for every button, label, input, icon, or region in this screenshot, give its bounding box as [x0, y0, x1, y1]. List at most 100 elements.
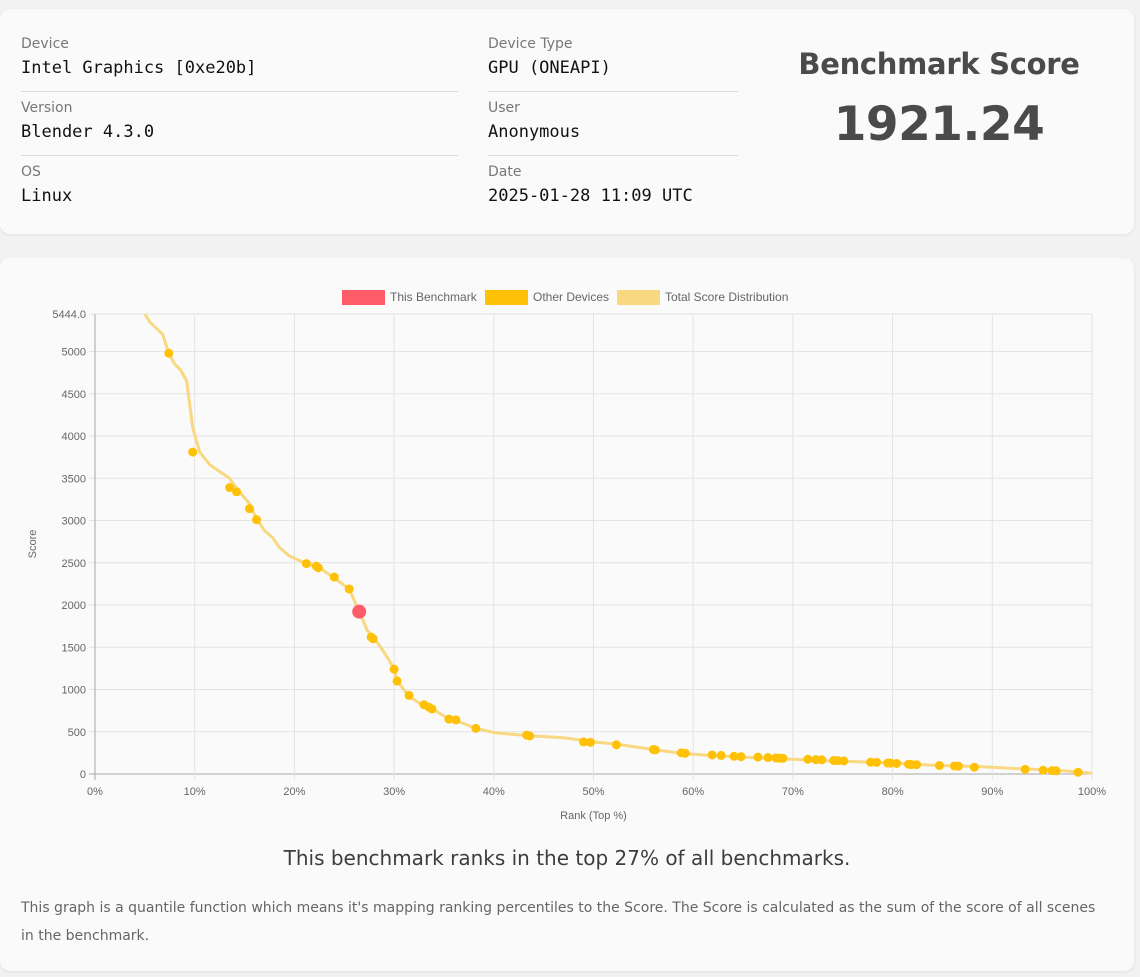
this-benchmark-point	[352, 604, 367, 619]
x-tick-label: 60%	[682, 786, 704, 798]
x-tick-label: 0%	[87, 786, 103, 798]
y-tick-label: 4500	[62, 389, 86, 401]
legend-swatch	[485, 290, 528, 305]
user-value: Anonymous	[488, 122, 581, 142]
other-device-point	[392, 676, 402, 686]
os-label: OS	[21, 164, 41, 180]
date-label: Date	[488, 164, 522, 180]
score-distribution-card: 0 500 1000 1500 2000 2500 3000 3500 4000 4500 5000…	[0, 258, 1134, 971]
other-device-point	[245, 504, 255, 514]
y-tick-label: 2000	[62, 600, 86, 612]
device-field: Device Intel Graphics [0xe20b]	[21, 35, 256, 79]
other-device-point	[803, 754, 813, 764]
x-tick-label: 10%	[184, 786, 206, 798]
date-value: 2025-01-28 11:09 UTC	[488, 186, 693, 206]
other-device-point	[164, 348, 174, 358]
other-device-point	[444, 714, 454, 724]
chart-explanation: This graph is a quantile function which …	[21, 900, 1096, 944]
other-device-point	[912, 760, 922, 770]
rank-summary: This benchmark ranks in the top 27% of a…	[283, 846, 851, 870]
y-tick-label: 4000	[62, 431, 86, 443]
other-device-point	[451, 715, 461, 725]
other-device-point	[427, 704, 437, 714]
x-tick-label: 30%	[383, 786, 405, 798]
other-device-point	[817, 755, 827, 765]
other-device-point	[763, 753, 773, 763]
y-tick-label: 3000	[62, 516, 86, 528]
divider	[21, 91, 458, 92]
divider	[21, 155, 458, 156]
y-axis-title: Score	[27, 530, 39, 559]
other-device-point	[525, 731, 535, 741]
other-device-point	[252, 515, 262, 525]
y-tick-label: 3500	[62, 473, 86, 485]
other-device-point	[1038, 765, 1048, 775]
version-field: Version Blender 4.3.0	[21, 99, 154, 143]
device-type-field: Device Type GPU (ONEAPI)	[488, 35, 611, 79]
other-device-point	[892, 758, 902, 768]
x-tick-label: 20%	[283, 786, 305, 798]
user-field: User Anonymous	[488, 99, 580, 143]
other-device-point	[225, 483, 235, 493]
legend-swatch	[342, 290, 385, 305]
other-device-point	[471, 723, 481, 733]
other-device-point	[329, 572, 339, 582]
date-field: Date 2025-01-28 11:09 UTC	[488, 163, 693, 207]
x-tick-label: 90%	[981, 786, 1003, 798]
other-device-point	[934, 761, 944, 771]
device-type-label: Device Type	[488, 36, 573, 52]
other-device-point	[611, 740, 621, 750]
benchmark-score-title: Benchmark Score	[798, 47, 1080, 81]
other-device-point	[753, 752, 763, 762]
legend-swatch	[617, 290, 660, 305]
other-device-point	[650, 745, 660, 755]
other-device-point	[404, 690, 414, 700]
user-label: User	[488, 100, 520, 116]
other-device-point	[680, 748, 690, 758]
legend-label: This Benchmark	[390, 290, 478, 304]
other-device-point	[1051, 766, 1061, 776]
device-label: Device	[21, 36, 69, 52]
x-tick-label: 100%	[1078, 786, 1106, 798]
y-tick-label: 5444.0	[52, 309, 86, 321]
other-device-point	[579, 737, 589, 747]
other-device-point	[586, 737, 596, 747]
y-tick-label: 1000	[62, 685, 86, 697]
y-tick-label: 1500	[62, 642, 86, 654]
other-device-point	[389, 664, 399, 674]
divider	[488, 155, 738, 156]
other-device-point	[872, 757, 882, 767]
other-device-point	[301, 559, 311, 569]
other-device-point	[188, 447, 198, 457]
other-device-point	[232, 487, 242, 497]
other-device-point	[716, 750, 726, 760]
score-distribution-chart: 0 500 1000 1500 2000 2500 3000 3500 4000 4500 5000…	[27, 290, 1106, 822]
y-tick-label: 0	[80, 769, 86, 781]
x-tick-label: 50%	[582, 786, 604, 798]
other-device-point	[729, 751, 739, 761]
other-device-point	[1020, 764, 1030, 774]
version-label: Version	[21, 100, 73, 116]
other-device-point	[778, 753, 788, 763]
divider	[488, 91, 738, 92]
other-device-point	[707, 750, 717, 760]
x-axis-title: Rank (Top %)	[560, 810, 627, 822]
other-device-point	[313, 563, 323, 573]
device-value: Intel Graphics [0xe20b]	[21, 58, 257, 78]
distribution-line	[143, 313, 1093, 775]
os-field: OS Linux	[21, 163, 72, 207]
other-device-point	[344, 584, 354, 594]
os-value: Linux	[21, 186, 73, 206]
y-tick-label: 5000	[62, 347, 86, 359]
other-device-point	[839, 756, 849, 766]
x-tick-label: 70%	[782, 786, 804, 798]
legend-label: Other Devices	[533, 290, 609, 304]
other-device-point	[368, 634, 378, 644]
device-info-card: Device Intel Graphics [0xe20b] Version B…	[0, 9, 1134, 234]
other-device-point	[1073, 767, 1083, 777]
y-tick-label: 2500	[62, 558, 86, 570]
x-tick-label: 40%	[483, 786, 505, 798]
benchmark-score-value: 1921.24	[833, 97, 1045, 152]
legend-label: Total Score Distribution	[665, 290, 788, 304]
other-device-point	[736, 752, 746, 762]
